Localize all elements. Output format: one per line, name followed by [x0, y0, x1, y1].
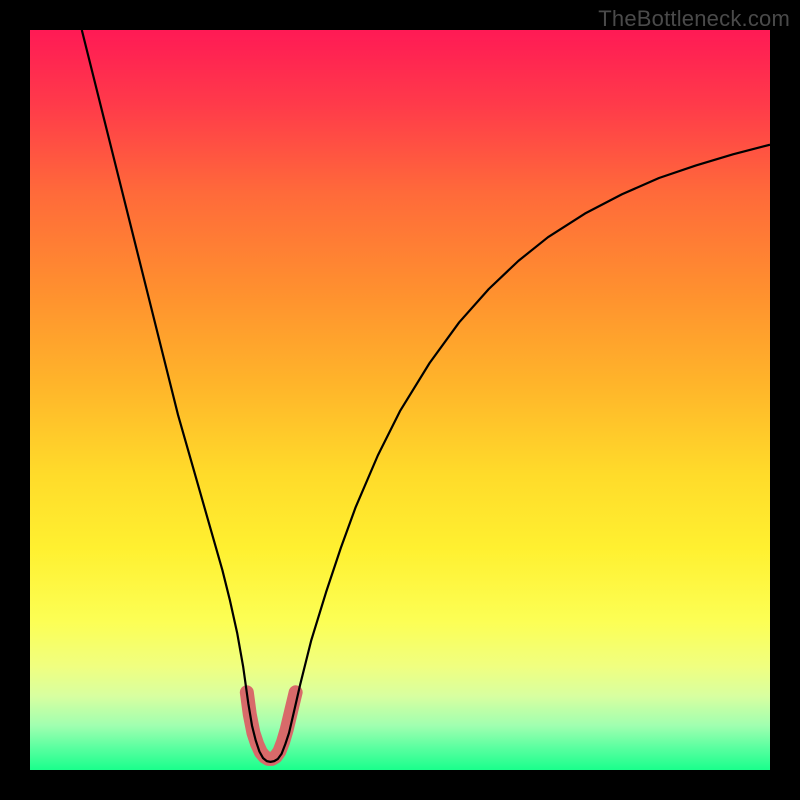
bottleneck-chart	[0, 0, 800, 800]
plot-background	[30, 30, 770, 770]
watermark-text: TheBottleneck.com	[598, 6, 790, 32]
chart-container	[0, 0, 800, 800]
